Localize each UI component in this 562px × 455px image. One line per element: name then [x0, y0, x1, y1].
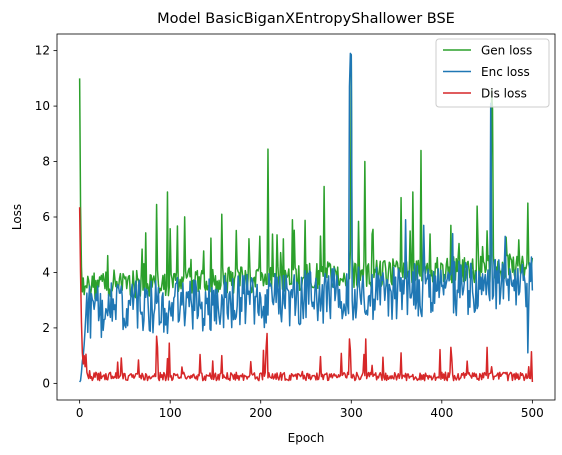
- x-tick-label: 100: [159, 406, 182, 420]
- x-tick-label: 400: [430, 406, 453, 420]
- y-axis-title: Loss: [10, 204, 24, 230]
- legend-label-dis-loss: Dis loss: [481, 87, 527, 101]
- legend-box: [435, 38, 550, 108]
- series-line-dis-loss: [78, 207, 534, 383]
- x-tick-label: 0: [76, 406, 84, 420]
- series-layer: [78, 52, 534, 383]
- y-tick-label: 6: [42, 210, 50, 224]
- y-tick-label: 12: [35, 44, 50, 58]
- y-tick-label: 8: [42, 155, 50, 169]
- y-tick-label: 0: [42, 376, 50, 390]
- chart-title: Model BasicBiganXEntropyShallower BSE: [157, 11, 455, 27]
- y-tick-label: 10: [35, 99, 50, 113]
- x-tick-label: 200: [249, 406, 272, 420]
- y-tick-label: 2: [42, 321, 50, 335]
- series-line-enc-loss: [79, 52, 534, 383]
- x-axis: 0 100 200 300 400 500: [76, 400, 544, 420]
- y-axis: 0 2 4 6 8 10 12: [35, 44, 57, 390]
- x-axis-title: Epoch: [288, 431, 325, 445]
- legend: Gen loss Enc loss Dis loss: [435, 38, 550, 108]
- x-tick-label: 300: [340, 406, 363, 420]
- x-tick-label: 500: [521, 406, 544, 420]
- legend-label-enc-loss: Enc loss: [481, 65, 530, 79]
- legend-label-gen-loss: Gen loss: [481, 44, 532, 58]
- y-tick-label: 4: [42, 265, 50, 279]
